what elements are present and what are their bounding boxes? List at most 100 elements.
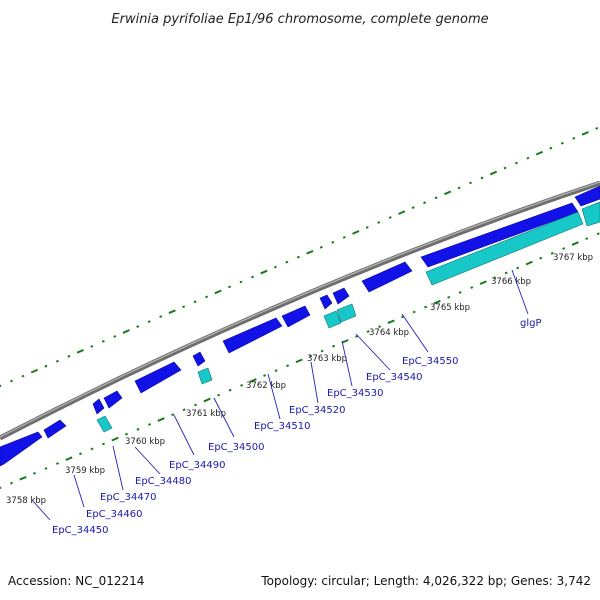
scale-label: 3762 kbp [246,381,286,391]
cds-feature [92,398,105,415]
gc-tick [412,310,416,314]
gc-tick [535,150,543,156]
leader-line [401,313,429,353]
gc-tick [101,339,105,343]
scale-label: 3759 kbp [65,466,105,476]
gc-tick [562,247,566,250]
gc-tick [493,276,497,280]
gc-tick [320,349,324,353]
gc-tick [331,240,335,244]
gc-tick [595,126,599,130]
gc-tick [306,249,314,255]
gc-tick [76,348,84,354]
gc-tick [157,417,165,422]
gc-tick [378,325,382,329]
scale-label: 3758 kbp [6,496,46,506]
gc-tick [250,275,255,279]
gc-tick [479,280,487,285]
cds-feature [281,305,311,328]
cds-feature [361,261,413,293]
gene-leader-lines [31,269,529,521]
scale-label: 3763 kbp [307,354,347,364]
gc-tick [296,255,300,259]
gene-label: EpC_34500 [208,442,264,453]
gc-tick [572,136,576,140]
scale-label: 3764 kbp [369,328,409,338]
gene-label: EpC_34510 [254,421,310,432]
gc-tick [514,161,518,165]
cds-feature [0,431,43,467]
gc-tick [489,170,498,176]
gc-tick [0,384,2,388]
gc-tick [249,378,257,383]
gc-tick [286,364,290,368]
gc-tick [9,481,14,485]
gene-label: EpC_34530 [327,388,383,399]
rna-feature [425,211,584,286]
leader-line [310,361,319,404]
gc-tick [470,286,474,289]
gc-tick [342,235,346,239]
gc-tick [355,335,359,338]
gc-tick [260,269,268,275]
gc-skew-ticks-outer [0,126,599,388]
gc-tick [124,432,129,436]
gc-tick [447,295,451,299]
gc-tick [79,452,82,456]
gc-tick [111,436,119,442]
gc-tick [30,368,38,374]
gene-label: EpC_34520 [289,405,345,416]
rna-feature [197,367,213,385]
gc-tick [550,251,554,255]
gc-tick [44,364,48,368]
gene-label: glgP [520,318,542,329]
cds-feature [222,317,283,354]
gc-tick [148,423,152,426]
gc-tick [480,176,484,180]
gc-tick [227,285,232,289]
gc-tick [101,442,106,446]
gc-tick [433,299,441,305]
gc-tick [309,354,313,358]
gc-tick [217,393,221,397]
scale-label: 3761 kbp [186,409,226,419]
leader-line [355,333,391,371]
gene-label: EpC_34550 [402,356,458,367]
gc-tick [560,141,564,145]
gc-tick [443,190,452,196]
gc-tick [332,344,336,348]
gc-tick [274,369,278,373]
gc-tick [273,265,277,269]
gc-tick [193,300,197,304]
gc-tick [33,471,36,475]
gc-tick [182,408,186,412]
gc-tick [67,354,71,358]
gc-tick [10,379,13,383]
gc-tick [516,266,520,270]
chromosome-backbone-highlight [0,181,600,438]
gc-tick [19,475,27,481]
gc-tick [411,206,415,210]
gene-label: EpC_34470 [100,492,156,503]
rna-feature [336,303,357,323]
gc-tick [341,339,349,344]
gc-tick [581,131,589,136]
gc-tick [352,230,360,235]
gc-tick [228,388,232,392]
gc-tick [457,186,461,190]
gc-tick [159,315,163,319]
gc-tick [194,403,198,407]
gc-skew-ticks-inner [0,232,600,490]
chromosome-backbone [0,180,600,441]
gc-tick [55,359,59,363]
gc-tick [423,201,427,205]
leader-line [511,269,529,315]
gene-label: EpC_34450 [52,525,108,536]
gc-tick [434,196,438,200]
map-title: Erwinia pyrifoliae Ep1/96 chromosome, co… [111,12,488,27]
gc-tick [503,166,507,170]
cds-feature [134,361,182,394]
cds-features [0,185,600,467]
